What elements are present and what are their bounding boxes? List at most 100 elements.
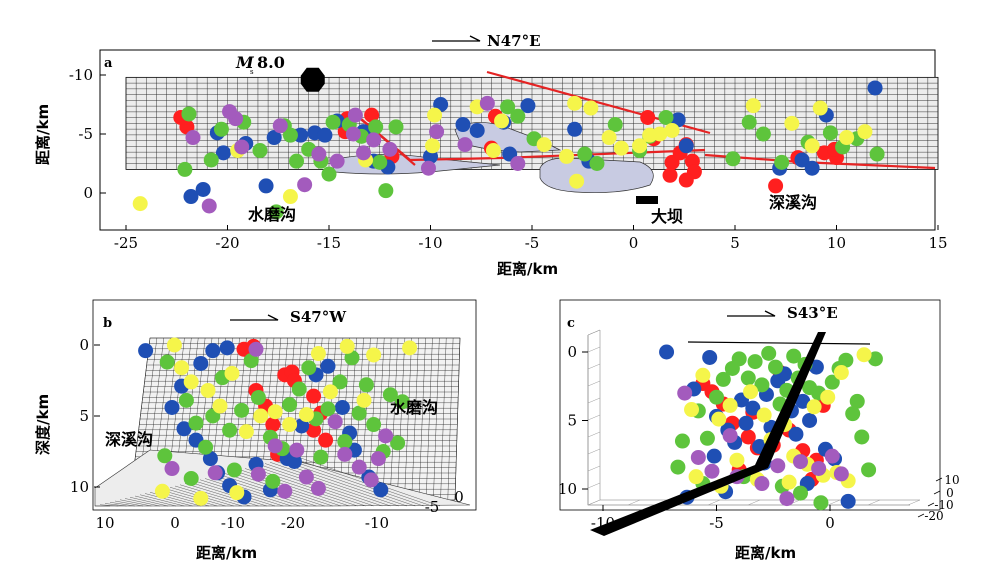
place-label-shenxigou-a: 深溪沟 xyxy=(769,193,817,212)
box-edge xyxy=(587,465,601,472)
z-tick-c xyxy=(917,513,925,518)
fault-plane-line xyxy=(99,504,119,507)
dam-label: 大坝 xyxy=(651,207,683,226)
fault-plane-line xyxy=(269,462,399,507)
event-point-blue xyxy=(804,160,820,176)
event-point-green xyxy=(226,462,242,478)
event-point-red xyxy=(768,178,784,194)
fault-plane-profile xyxy=(590,332,826,536)
event-point-yellow xyxy=(806,399,822,415)
event-point-yellow xyxy=(267,404,283,420)
event-point-yellow xyxy=(688,469,704,485)
event-point-purple xyxy=(327,414,343,430)
box-edge xyxy=(587,482,601,489)
magnitude-value: 8.0 xyxy=(257,53,285,72)
x-tick-label-b: -10 xyxy=(365,514,389,532)
event-point-blue xyxy=(738,415,754,431)
box-edge xyxy=(587,363,601,370)
event-point-green xyxy=(378,183,394,199)
event-point-green xyxy=(177,161,193,177)
event-point-blue xyxy=(258,178,274,194)
event-point-yellow xyxy=(684,402,700,418)
x-tick-label-b: -5 xyxy=(425,498,440,516)
event-point-blue xyxy=(164,399,180,415)
fault-plane-line xyxy=(264,463,391,507)
event-point-yellow xyxy=(494,113,510,129)
event-point-yellow xyxy=(839,130,855,146)
mainshock-marker xyxy=(300,67,325,92)
event-point-green xyxy=(845,406,861,422)
event-point-green xyxy=(344,350,360,366)
event-point-green xyxy=(577,146,593,162)
event-point-blue xyxy=(567,121,583,137)
event-point-green xyxy=(289,153,305,169)
box-edge xyxy=(587,414,601,421)
event-point-purple xyxy=(267,438,283,454)
event-point-yellow xyxy=(282,417,298,433)
direction-label-a: N47°E xyxy=(487,32,541,50)
event-point-yellow xyxy=(642,127,658,143)
event-point-green xyxy=(320,401,336,417)
event-point-green xyxy=(731,351,747,367)
panel-b-points xyxy=(138,337,418,506)
panel-a-axes: -25 -20 -15 -10 -5 0 5 10 15 -10 -5 0 xyxy=(69,66,948,252)
event-point-green xyxy=(268,204,284,220)
event-point-red xyxy=(306,422,322,438)
event-point-green xyxy=(674,433,690,449)
x-tick-label-c: -5 xyxy=(709,514,724,532)
event-point-red xyxy=(364,107,380,123)
fault-plane-line xyxy=(289,457,432,507)
event-point-green xyxy=(388,119,404,135)
event-point-green xyxy=(589,156,605,171)
fault-plane-line xyxy=(179,484,251,507)
event-point-yellow xyxy=(613,140,629,156)
event-point-blue xyxy=(373,482,389,498)
event-point-blue xyxy=(520,98,536,114)
z-tick-label-b: 5 xyxy=(79,407,89,425)
event-point-red xyxy=(740,429,756,445)
event-point-yellow xyxy=(804,138,820,154)
event-point-green xyxy=(709,389,724,405)
event-point-blue xyxy=(455,117,471,133)
event-point-yellow xyxy=(229,485,245,501)
event-point-yellow xyxy=(282,189,298,205)
event-point-blue xyxy=(802,413,818,428)
event-point-blue xyxy=(788,426,804,442)
event-point-yellow xyxy=(298,407,314,423)
box-edge xyxy=(587,397,601,404)
event-point-purple xyxy=(248,341,264,357)
box-edge xyxy=(747,499,761,506)
event-point-green xyxy=(366,417,382,433)
fault-plane-line xyxy=(274,460,408,507)
event-point-blue xyxy=(266,130,282,146)
event-point-yellow xyxy=(183,374,199,390)
event-point-purple xyxy=(704,463,720,479)
event-point-yellow xyxy=(212,398,228,414)
event-point-yellow xyxy=(820,389,836,405)
panel-c-3d-box xyxy=(587,329,921,506)
y-tick-label-c: 5 xyxy=(567,412,577,430)
panel-b-xlabel: 距离/km xyxy=(196,544,257,562)
event-point-yellow xyxy=(402,340,418,356)
event-point-purple xyxy=(310,480,326,496)
event-point-purple xyxy=(479,95,495,111)
event-point-green xyxy=(372,154,388,170)
panel-a-points xyxy=(132,67,885,220)
event-point-blue xyxy=(286,453,302,469)
event-point-green xyxy=(607,117,623,133)
event-point-purple xyxy=(363,472,379,488)
event-point-yellow xyxy=(174,360,190,376)
event-point-green xyxy=(181,106,197,122)
box-edge xyxy=(827,499,841,506)
panel-letter-a: a xyxy=(104,56,113,71)
event-point-green xyxy=(332,374,348,390)
event-point-green xyxy=(390,435,406,451)
box-edge xyxy=(587,431,601,438)
reservoir-shape-main xyxy=(539,157,654,194)
event-point-blue xyxy=(867,80,883,96)
event-point-yellow xyxy=(601,130,617,146)
direction-label-c: S43°E xyxy=(787,304,838,322)
fault-plane-line xyxy=(119,499,152,507)
